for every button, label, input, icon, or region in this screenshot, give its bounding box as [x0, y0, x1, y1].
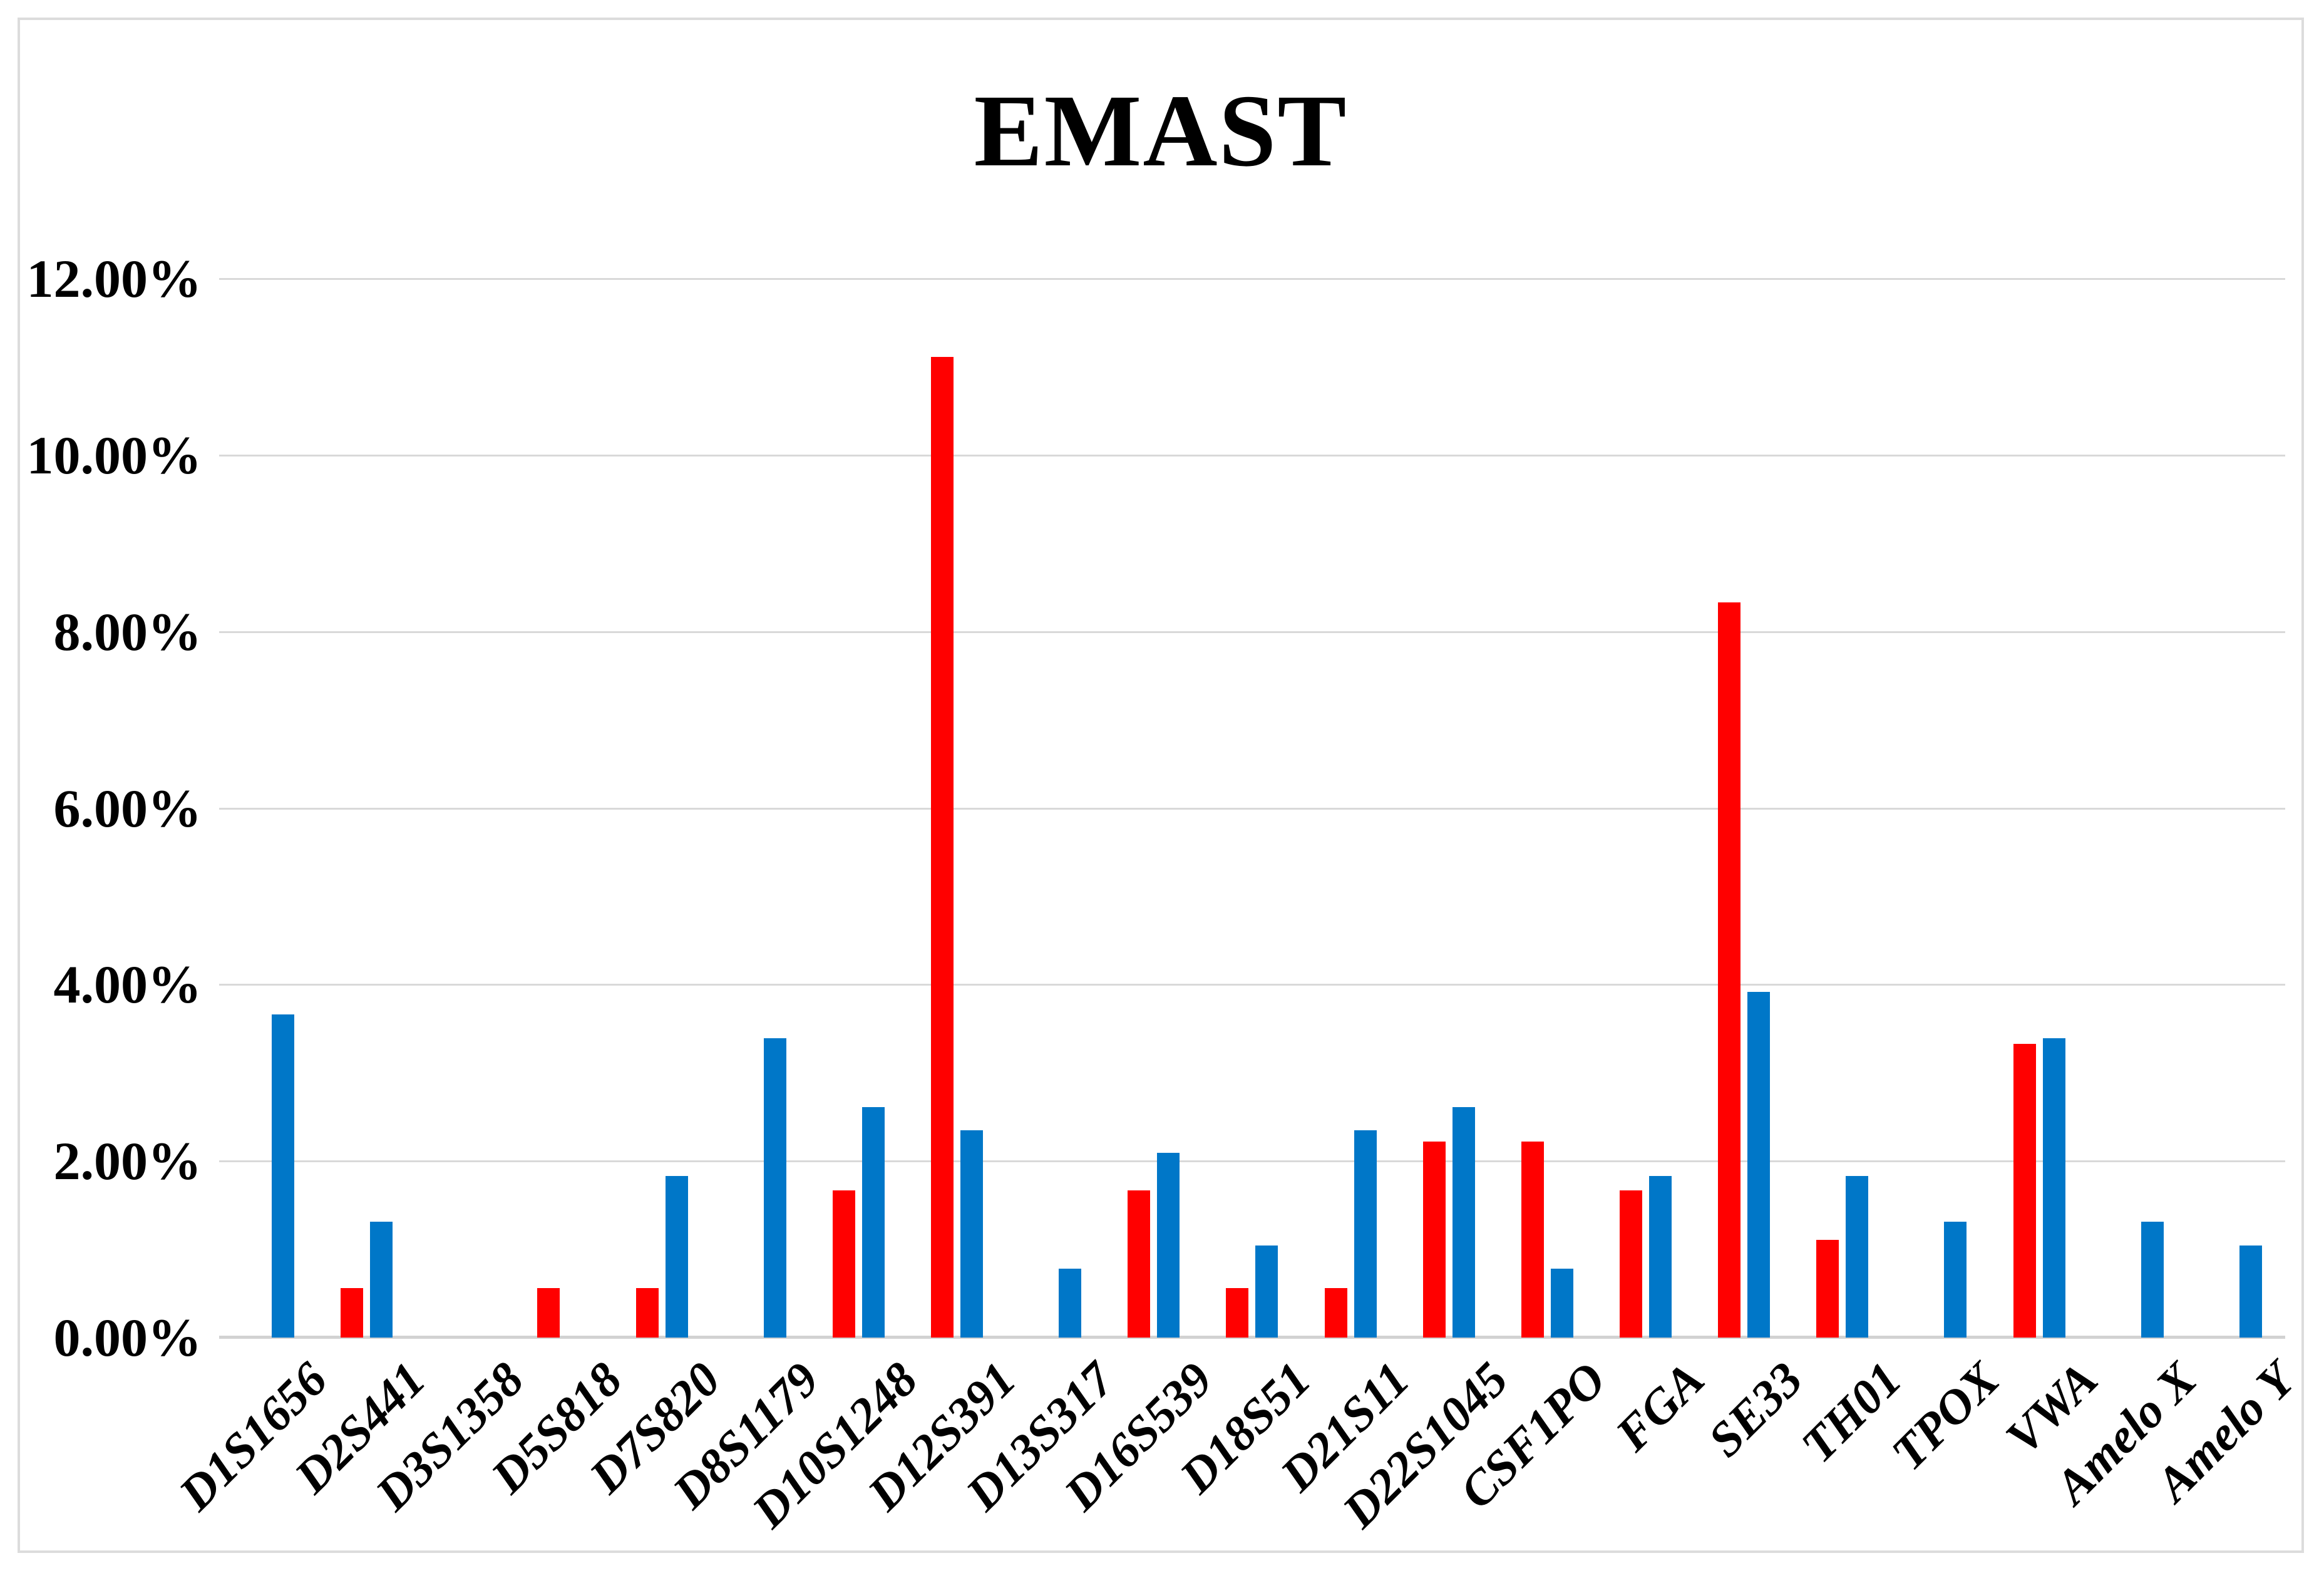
category-slot-FGA: FGA: [1596, 279, 1715, 1461]
bar-red-SE33: [1718, 602, 1741, 1338]
chart-area-frame: EMAST 0.00% 2.00% 4.00% 6.00% 8.00% 10.00% 12.…: [18, 18, 2305, 1553]
y-axis-tick-label: 12.00%: [26, 249, 202, 309]
category-slot-D3S1358: D3S1358: [365, 279, 534, 1520]
gridline-6pct: [219, 807, 2285, 810]
y-axis-tick-label: 0.00%: [53, 1307, 202, 1368]
bar-blue-D21S11: [1354, 1130, 1377, 1338]
category-slot-VWA: VWA: [1990, 279, 2108, 1465]
y-axis-tick-label: 6.00%: [53, 778, 202, 838]
category-slot-D2S441: D2S441: [284, 279, 436, 1503]
bar-red-D7S820: [635, 1288, 659, 1338]
category-slot-D13S317: D13S317: [955, 279, 1124, 1520]
bar-blue-D18S51: [1255, 1246, 1278, 1338]
category-slot-D10S1248: D10S1248: [741, 279, 927, 1538]
category-slot-D8S1179: D8S1179: [662, 279, 829, 1519]
plot-area: 0.00% 2.00% 4.00% 6.00% 8.00% 10.00% 12.00% D1…: [27, 252, 2305, 1538]
y-axis-tick-label: 2.00%: [53, 1131, 202, 1192]
gridline-10pct: [219, 454, 2285, 456]
bar-blue-Amelo Y: [2239, 1246, 2262, 1338]
x-axis-label: D1S1656: [168, 1351, 337, 1521]
x-axis-label: TPOX: [1881, 1351, 2010, 1480]
bar-blue-D7S820: [665, 1176, 688, 1338]
bar-red-CSF1PO: [1521, 1142, 1544, 1338]
bar-red-D12S391: [931, 357, 954, 1338]
bar-red-VWA: [2013, 1043, 2036, 1338]
bar-blue-FGA: [1649, 1176, 1672, 1338]
category-slot-Amelo Y: Amelo Y: [2145, 279, 2305, 1512]
bar-red-D22S1045: [1422, 1142, 1446, 1338]
x-axis-baseline: [219, 1336, 2285, 1339]
category-slot-CSF1PO: CSF1PO: [1449, 279, 1616, 1519]
category-slot-D18S51: D18S51: [1170, 279, 1321, 1503]
bar-red-D10S1248: [832, 1190, 855, 1338]
bar-blue-CSF1PO: [1550, 1269, 1573, 1338]
bar-red-D21S11: [1324, 1288, 1347, 1338]
category-slot-D21S11: D21S11: [1270, 279, 1419, 1502]
category-slot-D5S818: D5S818: [481, 279, 632, 1503]
gridline-2pct: [219, 1160, 2285, 1163]
bar-blue-D1S1656: [272, 1014, 295, 1338]
bar-blue-D12S391: [960, 1130, 984, 1338]
category-slot-D12S391: D12S391: [857, 279, 1026, 1520]
bar-red-D18S51: [1226, 1288, 1249, 1338]
category-slot-D7S820: D7S820: [579, 279, 731, 1503]
x-axis-label: SE33: [1697, 1351, 1813, 1467]
bar-red-D2S441: [341, 1288, 364, 1338]
bar-blue-D22S1045: [1452, 1107, 1475, 1338]
bar-blue-Amelo X: [2141, 1222, 2164, 1338]
bar-blue-VWA: [2042, 1038, 2065, 1338]
bar-blue-SE33: [1747, 991, 1771, 1338]
category-slot-Amelo X: Amelo X: [2044, 279, 2206, 1514]
category-slot-D1S1656: D1S1656: [168, 279, 337, 1520]
bar-blue-D10S1248: [861, 1107, 885, 1338]
chart-title: EMAST: [974, 73, 1348, 188]
category-slot-TH01: TH01: [1791, 279, 1911, 1473]
category-slot-D22S1045: D22S1045: [1332, 279, 1518, 1538]
y-axis-tick-label: 10.00%: [26, 425, 202, 485]
y-axis-tick-label: 4.00%: [53, 954, 202, 1015]
bar-red-FGA: [1620, 1190, 1643, 1338]
bar-blue-D13S317: [1059, 1269, 1082, 1338]
category-slots: D1S1656 D2S441 D3S1358 D5S818 D7S820 D8S1179 D…: [168, 279, 2305, 1538]
bar-red-D5S818: [537, 1288, 560, 1338]
bar-blue-D16S539: [1157, 1153, 1180, 1338]
category-slot-TPOX: TPOX: [1881, 279, 2010, 1480]
bar-red-TH01: [1816, 1239, 1839, 1338]
gridline-4pct: [219, 984, 2285, 986]
bar-blue-TPOX: [1944, 1222, 1967, 1338]
bar-blue-TH01: [1846, 1176, 1869, 1338]
gridline-8pct: [219, 631, 2285, 633]
category-slot-SE33: SE33: [1695, 279, 1813, 1467]
bar-blue-D8S1179: [763, 1038, 786, 1338]
category-slot-D16S539: D16S539: [1054, 279, 1223, 1520]
bar-blue-D2S441: [370, 1222, 393, 1338]
y-axis-tick-label: 8.00%: [53, 601, 202, 662]
bar-red-D16S539: [1128, 1190, 1151, 1338]
gridline-12pct: [219, 278, 2285, 280]
x-axis-label: FGA: [1605, 1351, 1715, 1462]
